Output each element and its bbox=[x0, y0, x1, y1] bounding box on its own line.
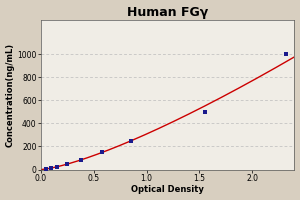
Point bbox=[44, 167, 49, 171]
Point bbox=[79, 159, 83, 162]
Title: Human FGγ: Human FGγ bbox=[127, 6, 208, 19]
Point bbox=[100, 151, 105, 154]
Point bbox=[128, 139, 133, 142]
Point bbox=[49, 167, 54, 170]
Point bbox=[284, 53, 288, 56]
Point bbox=[54, 165, 59, 168]
Point bbox=[202, 110, 207, 113]
Y-axis label: Concentration(ng/mL): Concentration(ng/mL) bbox=[6, 43, 15, 147]
X-axis label: Optical Density: Optical Density bbox=[131, 185, 204, 194]
Point bbox=[65, 162, 70, 165]
